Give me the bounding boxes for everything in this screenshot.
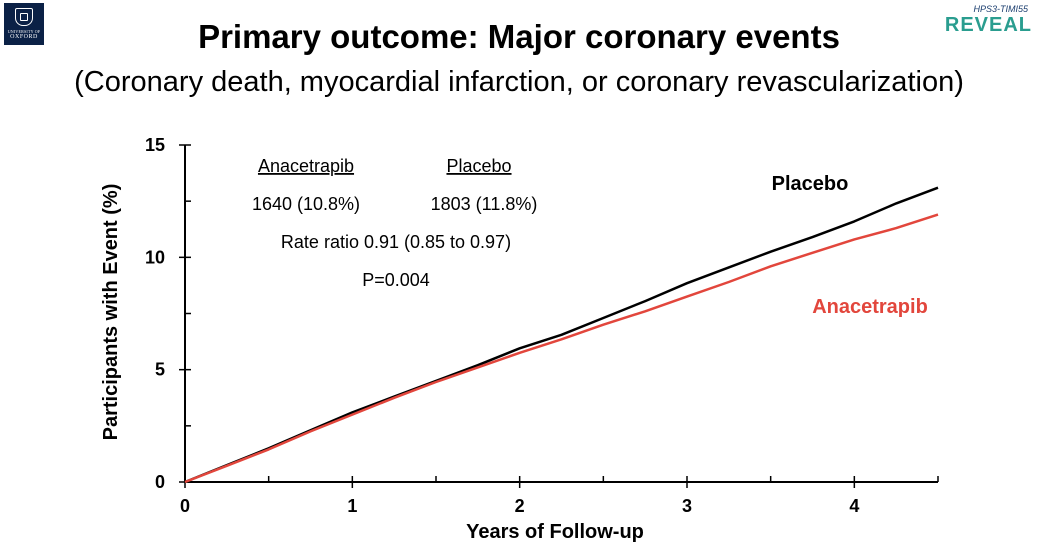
reveal-logo: HPS3-TIMI55 REVEAL bbox=[940, 4, 1032, 40]
x-axis-title: Years of Follow-up bbox=[466, 521, 644, 543]
y-axis-title: Participants with Event (%) bbox=[100, 184, 122, 441]
y-tick-label: 10 bbox=[145, 247, 165, 267]
page-subtitle: (Coronary death, myocardial infarction, … bbox=[74, 66, 964, 98]
oxford-logo-main: OXFORD bbox=[10, 34, 38, 40]
reveal-logo-main: REVEAL bbox=[944, 14, 1032, 36]
chart-series bbox=[184, 186, 939, 484]
series-line-anacetrapib bbox=[184, 213, 939, 484]
x-tick-label: 0 bbox=[180, 496, 190, 516]
annotation-rate-ratio: Rate ratio 0.91 (0.85 to 0.97) bbox=[281, 232, 511, 252]
annotation-anacetrapib-value: 1640 (10.8%) bbox=[252, 194, 360, 214]
annotation-placebo-header: Placebo bbox=[446, 156, 511, 176]
y-tick-label: 15 bbox=[145, 135, 165, 155]
oxford-logo-sub: UNIVERSITY OF bbox=[7, 29, 41, 34]
chart-axes: 0 5 10 15 0 1 2 3 4 bbox=[145, 135, 939, 516]
series-label-anacetrapib: Anacetrapib bbox=[812, 296, 928, 318]
annotation-placebo-value: 1803 (11.8%) bbox=[431, 194, 538, 214]
x-tick-label: 1 bbox=[347, 496, 357, 516]
oxford-logo: UNIVERSITY OF OXFORD bbox=[4, 3, 44, 45]
page-title: Primary outcome: Major coronary events bbox=[198, 18, 840, 55]
x-tick-label: 3 bbox=[682, 496, 692, 516]
x-tick-label: 4 bbox=[849, 496, 859, 516]
x-tick-label: 2 bbox=[515, 496, 525, 516]
series-label-placebo: Placebo bbox=[772, 173, 849, 195]
reveal-logo-top: HPS3-TIMI55 bbox=[973, 4, 1028, 14]
annotation-p-value: P=0.004 bbox=[362, 270, 430, 290]
annotation-anacetrapib-header: Anacetrapib bbox=[258, 156, 354, 176]
oxford-crest-icon bbox=[15, 8, 33, 26]
y-tick-label: 0 bbox=[155, 472, 165, 492]
y-tick-label: 5 bbox=[155, 360, 165, 380]
